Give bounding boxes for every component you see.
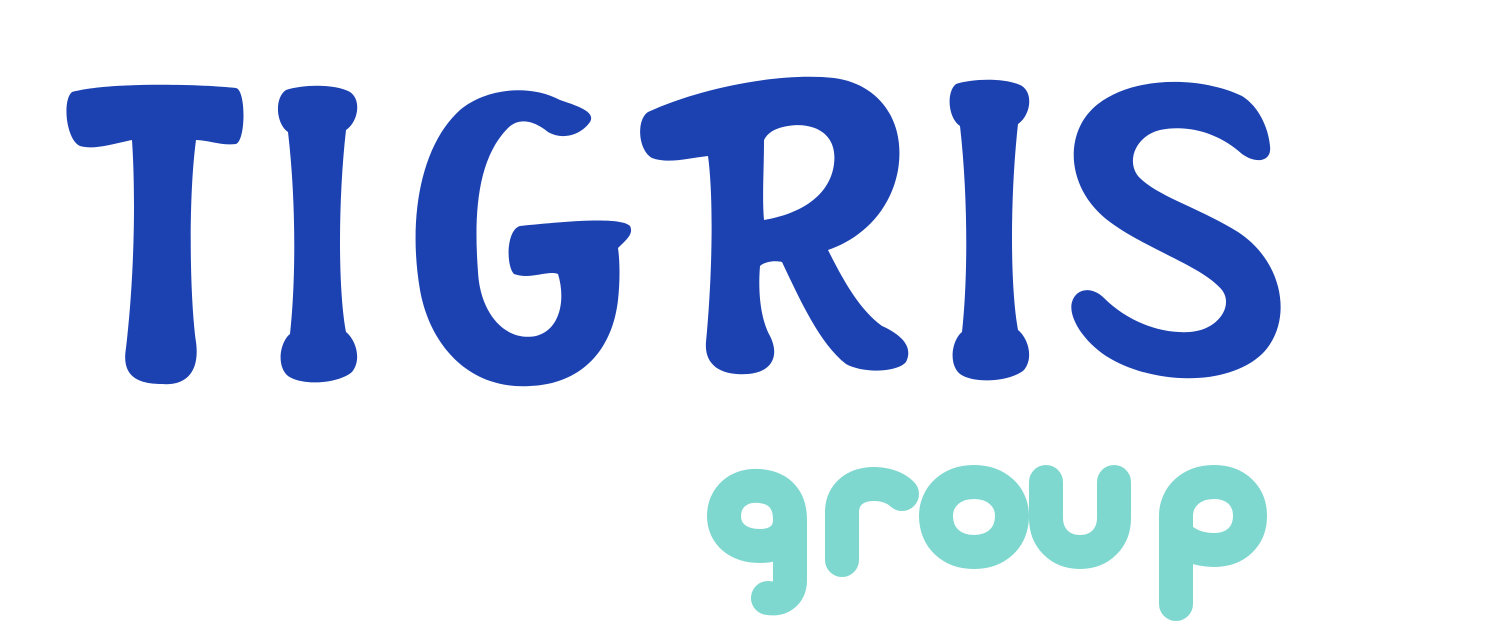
logo-letter-p-lower xyxy=(1159,465,1267,621)
logo-letter-s xyxy=(1071,81,1281,379)
logo-letter-g xyxy=(415,90,632,387)
logo-letter-o-lower xyxy=(919,465,1029,569)
logo-letter-g-lower xyxy=(707,468,807,616)
logo-wordmark-tigris xyxy=(66,76,1281,387)
logo-letter-t xyxy=(66,84,244,385)
logo-letter-u-lower xyxy=(1029,465,1131,569)
logo-letter-r-lower xyxy=(825,467,919,577)
logo-letter-r xyxy=(640,76,909,375)
logo-letter-i-1 xyxy=(277,85,358,383)
logo-letter-i-2 xyxy=(949,79,1030,381)
logo-wordmark-group xyxy=(707,465,1267,621)
